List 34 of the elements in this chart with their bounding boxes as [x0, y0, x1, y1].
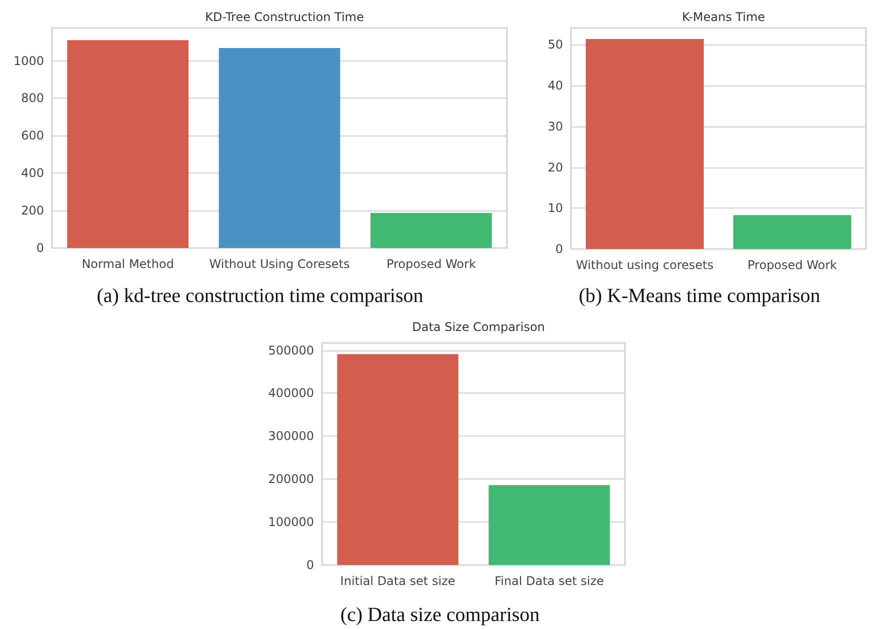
- y-tick-label: 200: [21, 204, 44, 218]
- y-tick-label: 50: [548, 38, 563, 52]
- y-tick-label: 20: [548, 160, 563, 174]
- x-tick-label: Initial Data set size: [340, 574, 456, 588]
- x-tick-label: Without using coresets: [576, 258, 714, 272]
- y-tick-label: 100000: [268, 515, 314, 530]
- y-tick-label: 40: [548, 78, 563, 93]
- text: (b) K-Means time comparison: [578, 285, 820, 307]
- chart-title: Data Size Comparison: [412, 320, 545, 334]
- x-tick-label: Proposed Work: [386, 257, 476, 271]
- y-tick-label: 0: [555, 242, 563, 256]
- x-tick-label: Without Using Coresets: [209, 257, 350, 271]
- y-tick-label: 0: [306, 558, 314, 572]
- x-tick-label: Final Data set size: [494, 574, 604, 588]
- chart-title: K-Means Time: [682, 10, 766, 24]
- y-tick-label: 800: [21, 91, 44, 106]
- y-tick-label: 1000: [13, 54, 44, 68]
- y-tick-label: 300000: [268, 429, 314, 444]
- y-tick-label: 30: [548, 119, 563, 134]
- y-tick-label: 400: [21, 166, 44, 180]
- x-tick-label: Proposed Work: [748, 258, 838, 272]
- bar: [370, 212, 492, 248]
- y-tick-label: 0: [36, 241, 44, 255]
- y-tick-label: 200000: [268, 472, 314, 486]
- bar: [218, 48, 340, 248]
- chart-title: KD-Tree Construction Time: [205, 10, 364, 24]
- y-tick-label: 400000: [268, 386, 314, 400]
- y-tick-label: 10: [548, 201, 563, 216]
- bar: [67, 40, 188, 248]
- text: (a) kd-tree construction time comparison: [96, 285, 424, 307]
- x-tick-label: Normal Method: [82, 257, 174, 271]
- y-tick-label: 500000: [268, 343, 314, 358]
- text: (c) Data size comparison: [340, 604, 540, 626]
- y-tick-label: 600: [21, 128, 44, 143]
